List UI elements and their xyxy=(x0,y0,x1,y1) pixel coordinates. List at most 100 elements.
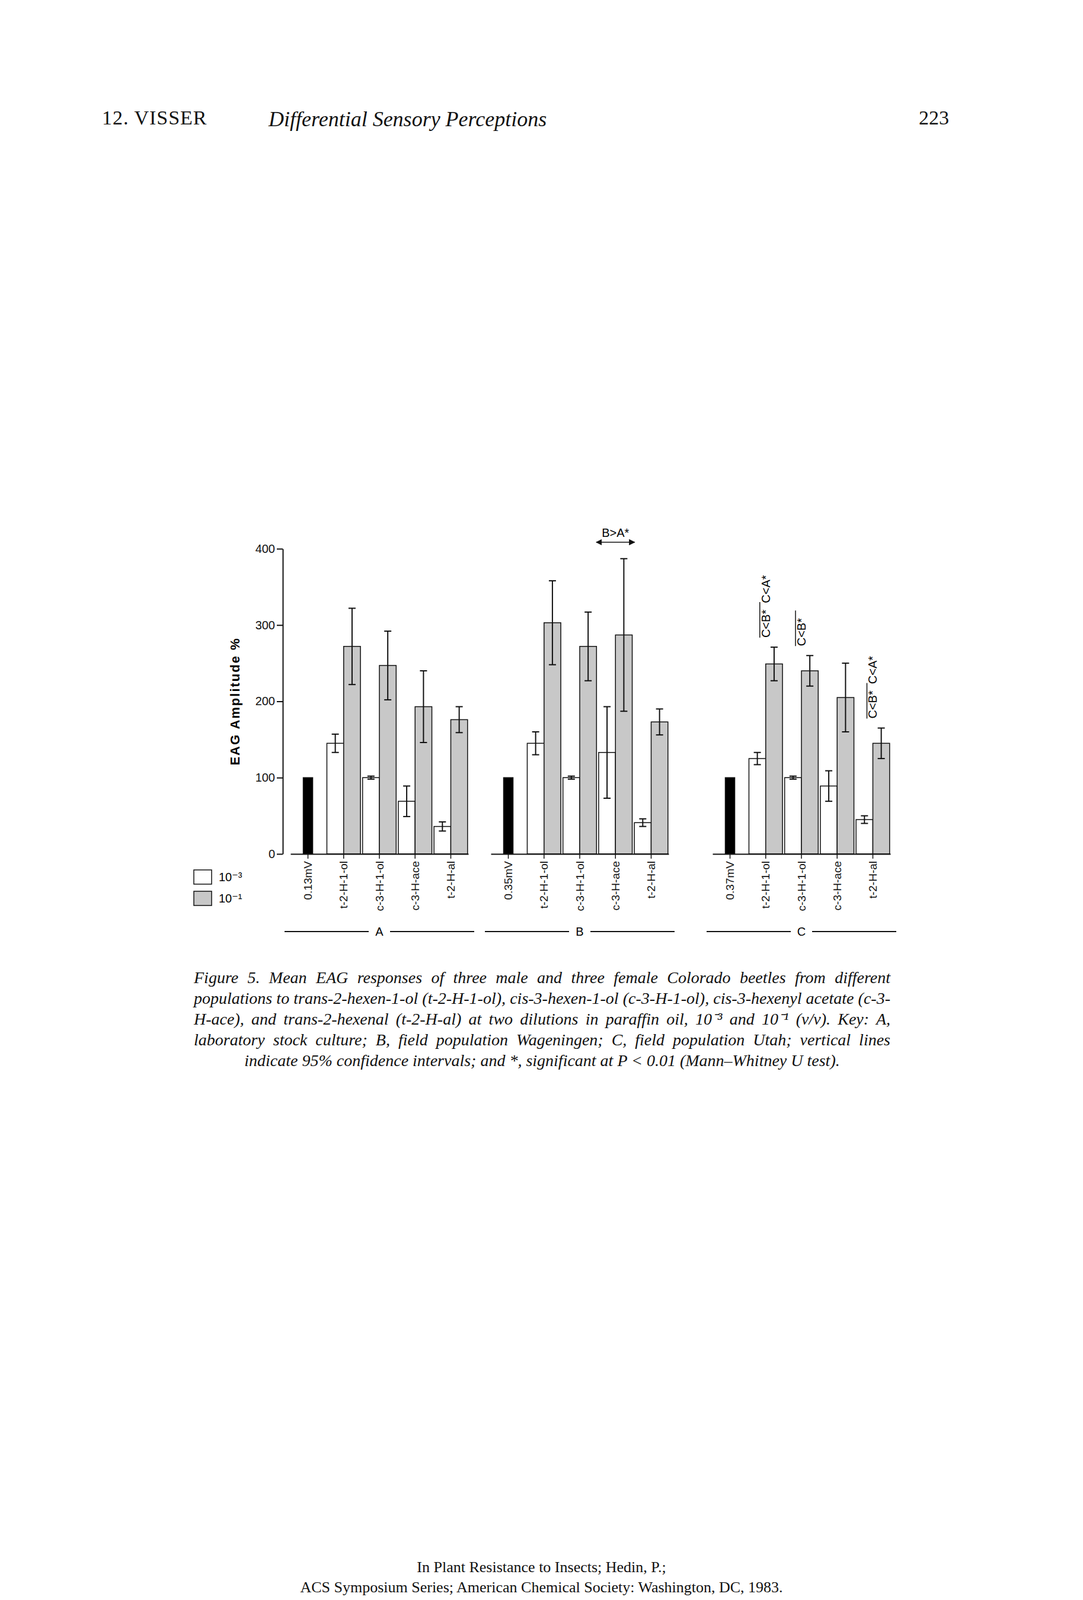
x-tick-mark xyxy=(729,854,731,859)
error-cap xyxy=(384,630,392,632)
y-tick: 100 xyxy=(255,771,283,785)
annotation-rule xyxy=(794,610,797,647)
bar xyxy=(855,819,873,855)
error-bar xyxy=(789,776,797,780)
x-tick-label: c-3-H-ace xyxy=(831,861,844,911)
panel: 0.35mVt-2-H-1-olc-3-H-1-olc-3-H-acet-2-H… xyxy=(484,526,675,939)
error-cap xyxy=(825,770,833,772)
figure: 0100200300400EAG Amplitude %0.13mVt-2-H-… xyxy=(0,0,1083,1600)
error-cap xyxy=(639,826,647,828)
error-cap xyxy=(438,830,446,832)
legend-label: 10⁻³ xyxy=(218,870,243,884)
bar xyxy=(650,722,668,855)
x-tick-mark xyxy=(543,854,545,859)
bar xyxy=(563,777,580,855)
error-line xyxy=(458,707,460,734)
error-cap xyxy=(348,684,356,686)
error-line xyxy=(880,728,883,760)
error-cap xyxy=(403,785,411,787)
error-cap xyxy=(567,778,575,781)
error-cap xyxy=(754,752,762,754)
x-tick-mark xyxy=(579,854,581,859)
panel-rule xyxy=(706,931,791,933)
y-tick: 300 xyxy=(255,618,283,632)
error-bar xyxy=(860,816,868,824)
error-cap xyxy=(770,680,778,682)
x-tick-mark xyxy=(872,854,874,859)
x-tick-mark xyxy=(650,854,653,859)
legend-label: 10⁻¹ xyxy=(218,892,243,906)
y-tick-label: 300 xyxy=(255,618,276,632)
error-line xyxy=(641,819,644,827)
x-axis: 0.37mVt-2-H-1-olc-3-H-1-olc-3-H-acet-2-H… xyxy=(713,854,891,912)
error-bar xyxy=(584,612,592,682)
error-cap xyxy=(620,558,628,560)
x-tick-mark xyxy=(800,854,803,859)
error-cap xyxy=(806,685,814,688)
error-line xyxy=(623,558,625,712)
error-bar xyxy=(567,776,575,780)
y-tick: 0 xyxy=(268,847,283,861)
error-cap xyxy=(367,778,375,781)
error-cap xyxy=(841,731,849,733)
error-cap xyxy=(860,815,868,817)
legend-swatch xyxy=(193,870,212,885)
error-line xyxy=(551,580,554,666)
x-tick: c-3-H-ace xyxy=(831,854,844,911)
x-tick: c-3-H-ace xyxy=(609,854,622,911)
error-cap xyxy=(603,706,611,708)
error-cap xyxy=(455,706,463,708)
error-line xyxy=(387,631,389,701)
bar xyxy=(801,671,819,855)
bar xyxy=(450,719,468,855)
error-cap xyxy=(567,775,575,778)
bar xyxy=(526,743,544,855)
error-bar xyxy=(754,752,762,766)
y-tick-label: 200 xyxy=(255,694,276,708)
error-bar xyxy=(877,728,886,760)
x-tick-label: t-2-H-1-ol xyxy=(537,861,551,909)
error-cap xyxy=(603,797,611,800)
error-cap xyxy=(419,670,427,672)
error-bar xyxy=(620,558,628,712)
error-cap xyxy=(584,680,592,682)
error-line xyxy=(535,732,537,756)
error-cap xyxy=(789,778,797,781)
error-cap xyxy=(532,754,540,756)
error-cap xyxy=(438,821,446,823)
x-tick: t-2-H-1-ol xyxy=(759,854,772,909)
error-bar xyxy=(348,608,356,685)
error-bar xyxy=(770,647,778,682)
annotation-rule xyxy=(866,683,868,720)
footer-line: In Plant Resistance to Insects; Hedin, P… xyxy=(0,1558,1083,1577)
y-tick-label: 0 xyxy=(268,847,276,861)
bar xyxy=(362,777,380,855)
running-head: 12. VISSER xyxy=(101,106,208,130)
x-tick-label: t-2-H-1-ol xyxy=(759,861,772,909)
x-tick: t-2-H-al xyxy=(644,854,658,899)
x-tick-label: c-3-H-ace xyxy=(409,861,422,911)
error-cap xyxy=(754,764,762,766)
error-cap xyxy=(548,664,557,666)
error-bar xyxy=(367,776,375,780)
x-tick-mark xyxy=(508,854,510,859)
panel: 0.37mVt-2-H-1-olc-3-H-1-olc-3-H-acet-2-H… xyxy=(706,574,897,939)
error-cap xyxy=(656,734,664,736)
bar xyxy=(725,777,736,855)
error-cap xyxy=(403,816,411,818)
error-cap xyxy=(331,752,340,754)
error-cap xyxy=(656,708,664,710)
x-tick: 0.13mV xyxy=(301,854,315,900)
panel-rule xyxy=(812,931,897,933)
error-cap xyxy=(384,699,392,701)
error-line xyxy=(334,734,337,753)
panel-label: A xyxy=(375,925,384,939)
panel-rule xyxy=(284,931,369,933)
error-cap xyxy=(877,758,886,760)
error-cap xyxy=(770,646,778,648)
x-tick: t-2-H-al xyxy=(444,854,458,899)
y-tick: 200 xyxy=(255,694,283,708)
error-cap xyxy=(825,800,833,803)
error-line xyxy=(773,647,775,682)
x-tick: c-3-H-1-ol xyxy=(373,854,386,912)
